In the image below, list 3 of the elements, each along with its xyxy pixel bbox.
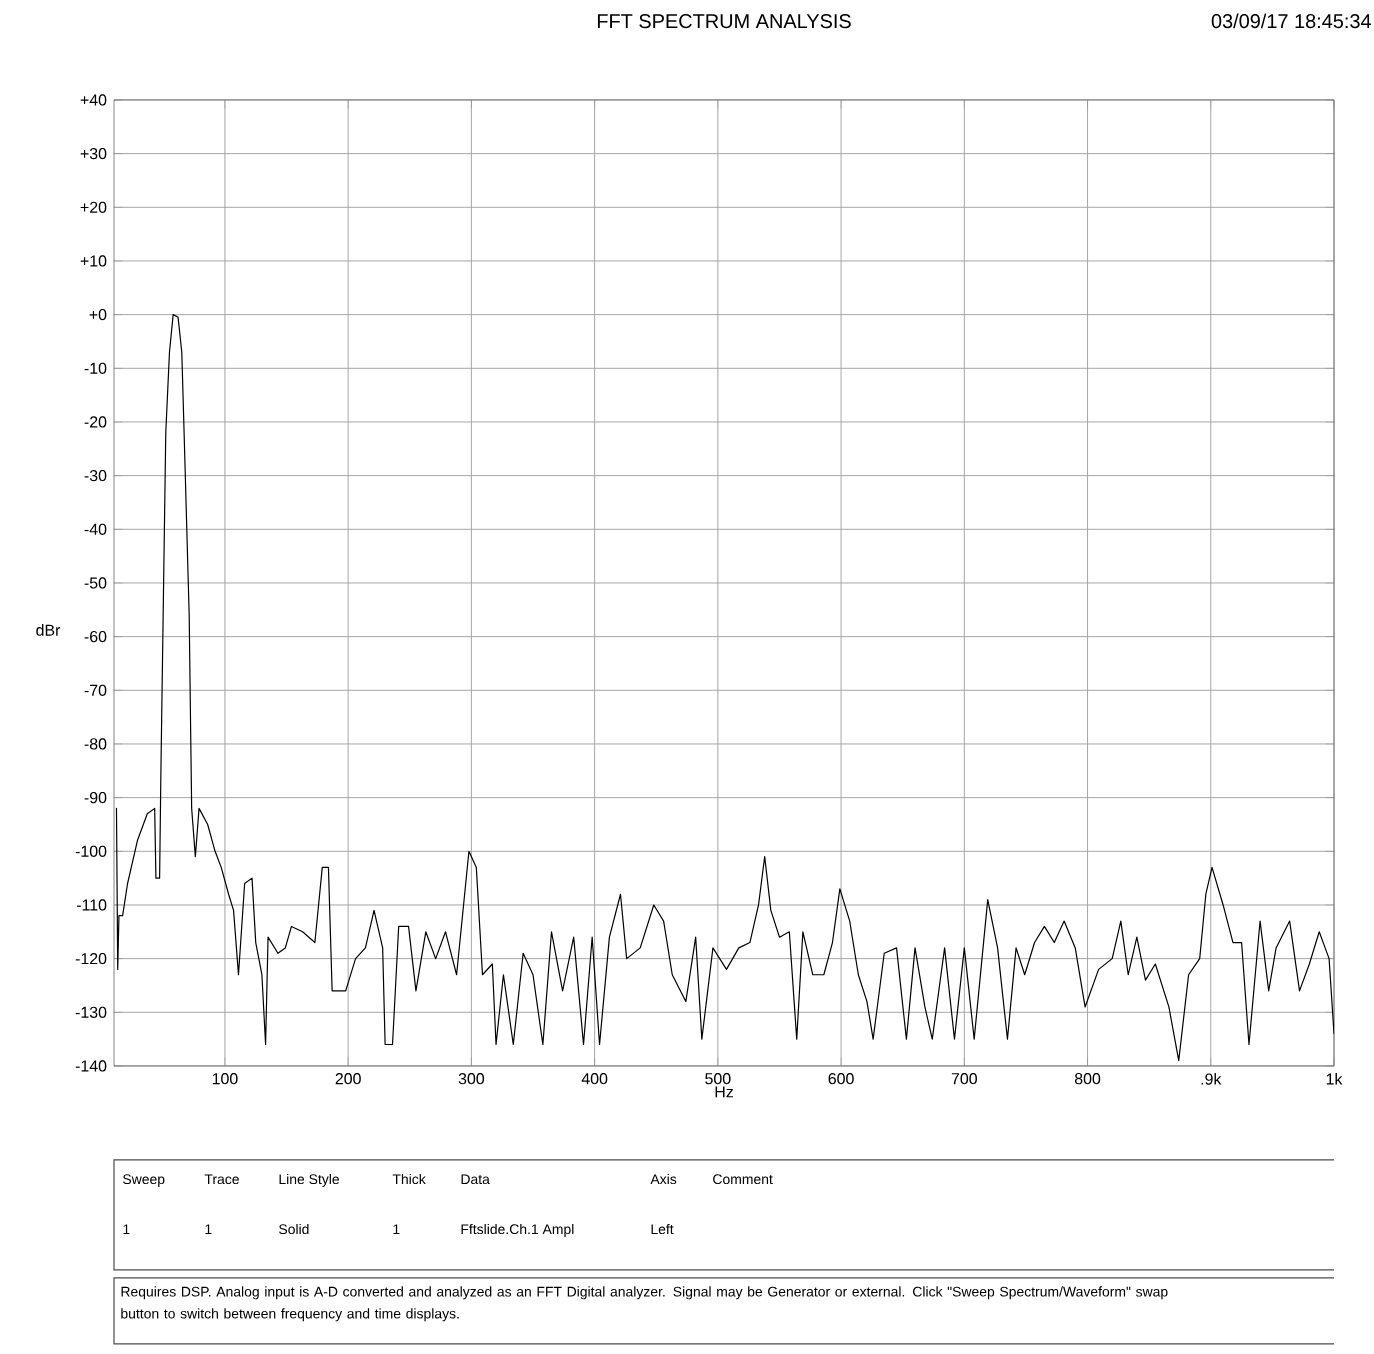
text: 03/09/17 18:45:34 [1211, 13, 1371, 29]
line-series [115, 314, 1335, 1062]
chart-title: FFT SPECTRUM ANALYSIS [597, 14, 851, 29]
